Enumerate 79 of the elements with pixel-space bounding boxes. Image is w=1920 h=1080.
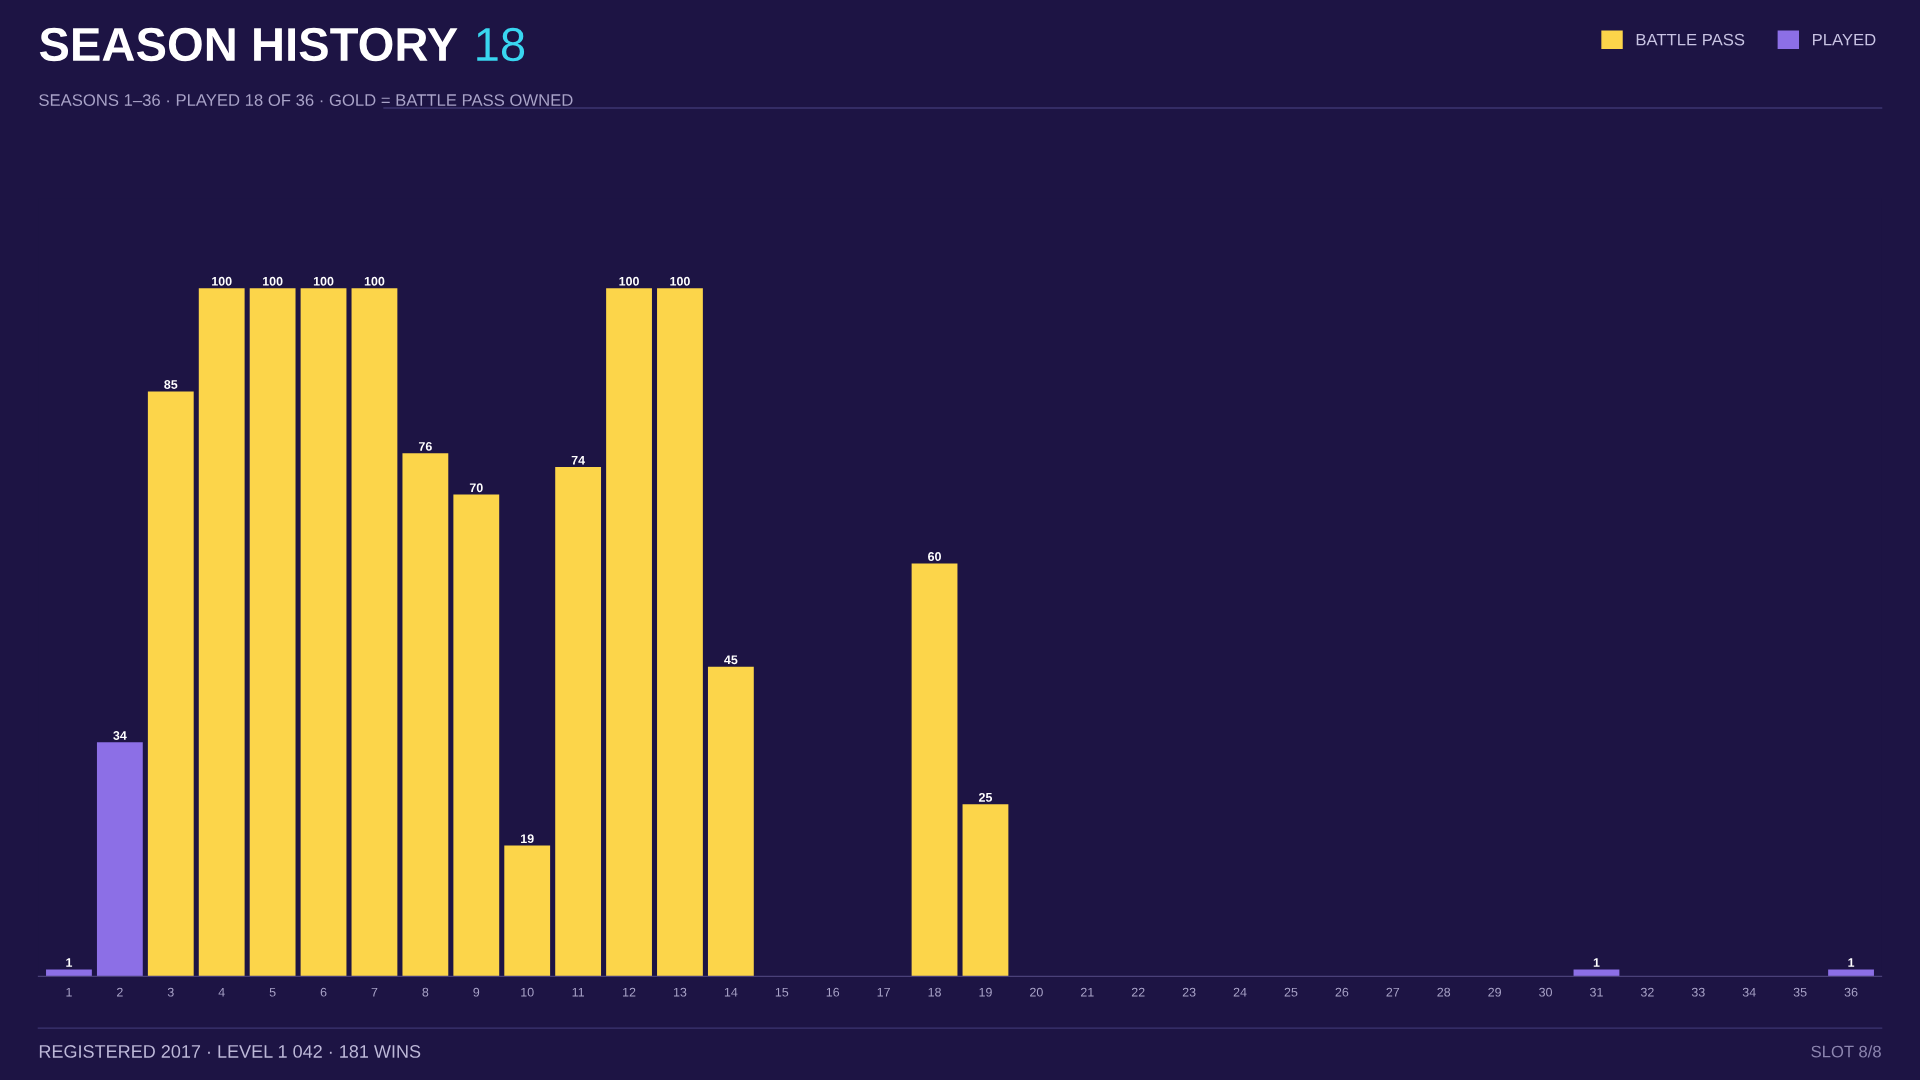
bar (504, 845, 551, 977)
bar (198, 288, 245, 977)
bar (147, 391, 194, 977)
chart-title: SEASON HISTORY (39, 27, 458, 62)
bar (707, 666, 754, 977)
x-tick-label: 7 (371, 987, 378, 997)
x-tick-label: 35 (1793, 987, 1807, 997)
x-tick-label: 8 (422, 987, 429, 997)
data-label: 74 (571, 455, 586, 465)
data-label: 76 (418, 442, 432, 451)
bar (555, 467, 602, 977)
bar (96, 742, 143, 977)
bar (402, 453, 449, 977)
text: 18 (477, 27, 525, 62)
bar (1573, 969, 1620, 977)
data-label: 60 (928, 552, 941, 561)
bar (351, 288, 398, 977)
x-tick-label: 3 (167, 987, 174, 997)
data-label: 25 (978, 792, 993, 802)
x-tick-label: 15 (775, 987, 789, 997)
legend-label: PLAYED (1813, 33, 1876, 46)
x-tick-label: 32 (1640, 987, 1654, 997)
x-tick-label: 33 (1691, 987, 1705, 997)
x-tick-label: 10 (521, 987, 534, 997)
x-tick-label: 2 (117, 987, 123, 997)
x-tick-label: 17 (877, 987, 890, 997)
data-label: 100 (262, 276, 283, 286)
x-tick-label: 4 (218, 987, 225, 997)
x-tick-label: 23 (1182, 987, 1196, 997)
bar (249, 288, 296, 977)
x-tick-label: 29 (1488, 987, 1501, 997)
x-tick-label: 31 (1589, 987, 1603, 997)
x-tick-label: 6 (320, 987, 327, 997)
x-tick-label: 12 (623, 987, 636, 997)
x-tick-label: 24 (1233, 987, 1247, 997)
text: SLOT 8/8 (1811, 1045, 1881, 1058)
bar (962, 804, 1009, 977)
bar (46, 969, 92, 977)
data-label: 100 (364, 276, 385, 286)
x-tick-label: 36 (1844, 987, 1858, 997)
x-tick-label: 27 (1386, 987, 1400, 997)
x-tick-label: 26 (1335, 987, 1349, 997)
x-tick-label: 22 (1131, 987, 1145, 997)
data-label: 85 (164, 380, 178, 389)
bar (1828, 969, 1874, 977)
data-label: 1 (1848, 958, 1855, 967)
data-label: 100 (313, 276, 334, 286)
x-tick-label: 1 (66, 987, 72, 997)
data-label: 100 (212, 276, 232, 286)
text: REGISTERED 2017 · LEVEL 1 042 · 181 WINS (39, 1045, 421, 1058)
x-tick-label: 5 (269, 987, 276, 997)
x-tick-label: 25 (1284, 987, 1298, 997)
x-tick-label: 20 (1030, 987, 1043, 997)
data-label: 34 (113, 731, 127, 740)
chart-subtitle: SEASONS 1–36 · PLAYED 18 OF 36 · GOLD = BATTLE PASS OWNED (39, 94, 573, 106)
bar (606, 288, 652, 977)
x-tick-label: 30 (1539, 987, 1553, 997)
x-tick-label: 18 (928, 987, 941, 997)
x-tick-label: 34 (1742, 987, 1756, 997)
data-label: 70 (469, 483, 483, 493)
x-tick-label: 11 (572, 987, 584, 997)
bar (911, 563, 958, 977)
x-tick-label: 21 (1080, 987, 1094, 997)
x-tick-label: 13 (673, 987, 687, 997)
data-label: 19 (521, 834, 534, 844)
x-tick-label: 28 (1437, 987, 1451, 997)
data-label: 1 (66, 958, 73, 967)
x-tick-label: 16 (826, 987, 840, 997)
data-label: 45 (724, 655, 738, 665)
x-tick-label: 19 (979, 987, 992, 997)
bar (300, 288, 347, 977)
data-label: 1 (1593, 958, 1600, 967)
data-label: 100 (619, 276, 639, 286)
x-tick-label: 9 (473, 987, 480, 997)
bar (657, 288, 703, 977)
legend-label: BATTLE PASS (1636, 33, 1745, 46)
x-tick-label: 14 (724, 987, 738, 997)
bar (453, 494, 500, 977)
data-label: 100 (670, 276, 690, 286)
